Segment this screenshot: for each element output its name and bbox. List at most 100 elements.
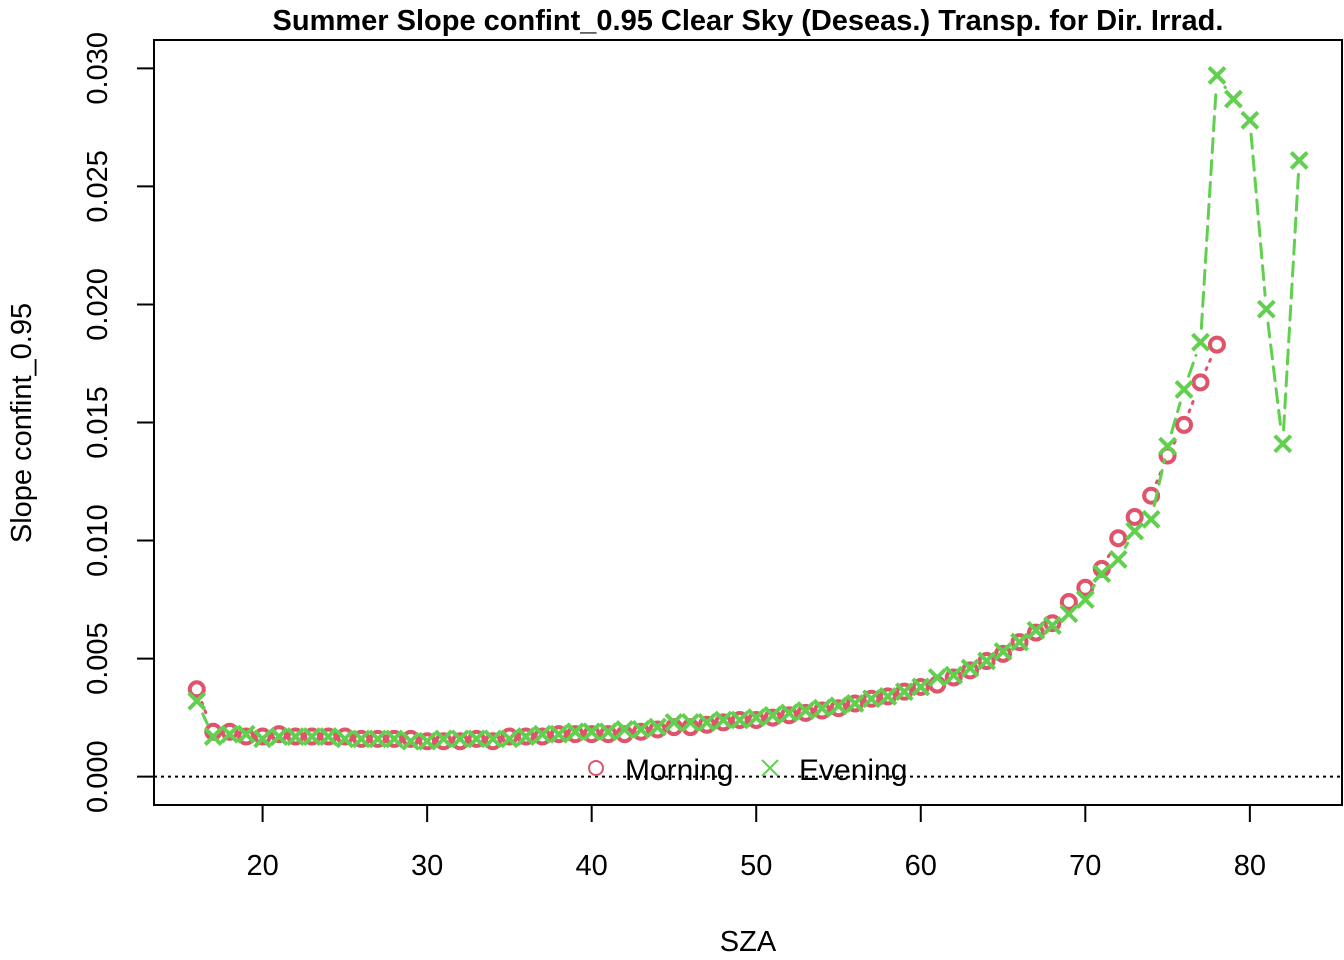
morning-point bbox=[1175, 415, 1194, 434]
evening-point bbox=[1223, 89, 1243, 109]
evening-point bbox=[697, 712, 717, 732]
evening-point bbox=[319, 727, 338, 746]
evening-segment bbox=[1169, 401, 1182, 435]
morning-segment bbox=[1154, 467, 1164, 485]
evening-point bbox=[187, 691, 207, 711]
evening-point bbox=[1240, 110, 1260, 130]
morning-point bbox=[467, 729, 486, 748]
y-tick-label: 0.020 bbox=[82, 268, 114, 341]
evening-point bbox=[1059, 604, 1079, 624]
evening-point bbox=[730, 710, 750, 730]
evening-point bbox=[763, 705, 783, 725]
evening-point bbox=[532, 724, 552, 744]
morning-point bbox=[1191, 373, 1210, 392]
morning-point bbox=[302, 727, 321, 746]
evening-point bbox=[1042, 616, 1062, 635]
morning-point bbox=[500, 727, 519, 746]
chart-title: Summer Slope confint_0.95 Clear Sky (Des… bbox=[273, 5, 1224, 37]
evening-point bbox=[1092, 564, 1112, 584]
y-tick-label: 0.030 bbox=[82, 32, 114, 105]
x-axis-label: SZA bbox=[720, 926, 777, 958]
morning-point bbox=[648, 720, 667, 739]
morning-point bbox=[434, 732, 453, 751]
evening-point bbox=[960, 658, 980, 678]
morning-point bbox=[961, 661, 980, 680]
morning-point bbox=[368, 729, 387, 748]
evening-point bbox=[1289, 151, 1309, 170]
morning-point bbox=[418, 732, 437, 751]
evening-point bbox=[1075, 590, 1095, 609]
morning-point bbox=[977, 651, 996, 670]
evening-segment bbox=[1123, 541, 1130, 549]
evening-point bbox=[450, 729, 470, 749]
morning-point bbox=[862, 689, 881, 708]
morning-point bbox=[730, 711, 749, 729]
evening-point bbox=[1010, 632, 1029, 652]
evening-segment bbox=[1266, 321, 1283, 432]
morning-point bbox=[895, 682, 914, 701]
morning-point bbox=[813, 701, 832, 720]
morning-point bbox=[747, 711, 766, 729]
morning-point bbox=[220, 722, 239, 741]
evening-point bbox=[1207, 66, 1227, 85]
evening-segment bbox=[1152, 458, 1167, 508]
evening-point bbox=[220, 724, 240, 744]
evening-point bbox=[549, 724, 569, 744]
evening-point bbox=[516, 727, 536, 746]
evening-point bbox=[796, 701, 816, 720]
morning-point bbox=[1026, 623, 1045, 642]
evening-segment bbox=[1091, 583, 1096, 590]
evening-point bbox=[467, 729, 486, 749]
morning-point bbox=[237, 727, 256, 746]
evening-point bbox=[1273, 434, 1293, 454]
morning-point bbox=[582, 725, 601, 744]
evening-point bbox=[1256, 299, 1276, 319]
morning-segment bbox=[1187, 393, 1197, 414]
x-tick-label: 40 bbox=[576, 850, 608, 882]
evening-point bbox=[911, 677, 931, 697]
evening-point bbox=[861, 689, 881, 709]
evening-point bbox=[1141, 509, 1161, 529]
morning-point bbox=[994, 644, 1013, 663]
morning-point bbox=[697, 715, 716, 734]
evening-point bbox=[236, 724, 256, 744]
evening-point bbox=[335, 729, 355, 749]
evening-point bbox=[269, 727, 289, 746]
evening-point bbox=[779, 703, 799, 723]
x-tick-label: 50 bbox=[740, 850, 772, 882]
evening-point bbox=[993, 642, 1013, 661]
morning-point bbox=[549, 725, 568, 744]
series-morning bbox=[187, 335, 1226, 751]
evening-point bbox=[598, 722, 618, 742]
evening-point bbox=[203, 727, 223, 746]
evening-point bbox=[434, 729, 454, 749]
morning-point bbox=[599, 725, 618, 744]
evening-point bbox=[680, 712, 700, 732]
x-axis: 20 30 40 50 60 70 80 bbox=[246, 804, 1266, 882]
evening-point bbox=[401, 731, 421, 751]
evening-segment bbox=[201, 712, 209, 726]
evening-point bbox=[417, 731, 437, 751]
evening-point bbox=[894, 682, 914, 702]
evening-point bbox=[746, 708, 766, 728]
morning-point bbox=[632, 722, 651, 741]
morning-point bbox=[566, 725, 585, 744]
evening-point bbox=[368, 729, 388, 749]
evening-segment bbox=[1249, 132, 1267, 297]
evening-point bbox=[582, 722, 602, 742]
evening-point bbox=[878, 686, 898, 706]
evening-point bbox=[977, 651, 997, 671]
evening-point bbox=[286, 727, 305, 746]
y-tick-label: 0.025 bbox=[82, 150, 114, 223]
legend-evening-label: Evening bbox=[799, 754, 907, 787]
y-tick-label: 0.010 bbox=[82, 504, 114, 577]
morning-point bbox=[911, 677, 930, 696]
legend-evening-marker bbox=[761, 759, 779, 777]
morning-point bbox=[187, 680, 206, 699]
morning-point bbox=[1010, 633, 1029, 652]
x-tick-label: 80 bbox=[1234, 850, 1266, 882]
evening-point bbox=[631, 720, 651, 739]
x-tick-label: 60 bbox=[905, 850, 937, 882]
morning-point bbox=[1043, 614, 1062, 633]
